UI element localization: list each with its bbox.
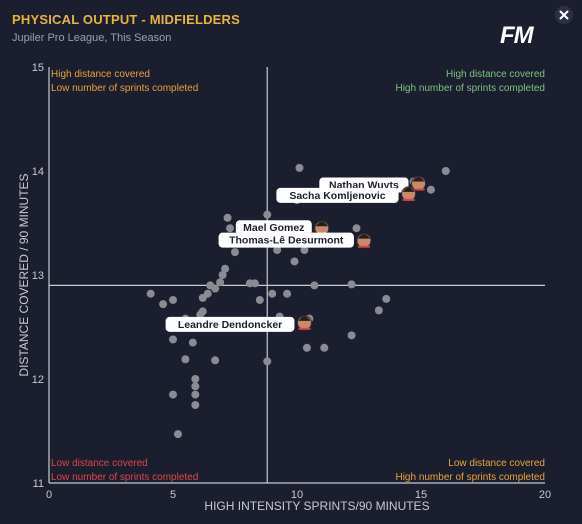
- data-point-49: [191, 382, 200, 391]
- data-point-15: [221, 264, 230, 273]
- data-point-29: [268, 289, 277, 298]
- player-shirt-1: [402, 198, 415, 201]
- data-point-8: [226, 224, 235, 233]
- data-point-44: [211, 356, 220, 365]
- data-point-46: [302, 343, 311, 352]
- data-point-47: [320, 343, 329, 352]
- quadrant-label-top-right-1: High number of sprints completed: [395, 83, 545, 94]
- data-point-5: [223, 213, 232, 222]
- data-point-11: [273, 246, 282, 255]
- x-axis-label: HIGH INTENSITY SPRINTS/90 MINUTES: [204, 499, 429, 513]
- data-point-31: [283, 289, 292, 298]
- close-icon: [559, 10, 569, 20]
- y-tick-label-3: 14: [32, 166, 44, 178]
- player-label-bg-4: [165, 316, 295, 332]
- player-shirt-3: [357, 245, 370, 248]
- data-point-14: [290, 257, 299, 266]
- data-point-36: [196, 310, 205, 319]
- data-point-43: [181, 355, 190, 364]
- player-shirt-0: [412, 188, 425, 191]
- close-button[interactable]: [555, 6, 573, 24]
- data-point-25: [169, 295, 177, 304]
- data-point-33: [382, 294, 391, 303]
- player-hair-3: [357, 234, 370, 239]
- data-point-0: [295, 163, 304, 172]
- y-tick-label-0: 11: [33, 478, 44, 490]
- player-hair-4: [298, 316, 311, 321]
- player-hair-0: [412, 176, 425, 182]
- y-tick-label-2: 13: [32, 270, 44, 282]
- x-tick-label-0: 0: [46, 489, 52, 501]
- quadrant-label-bottom-left-1: Low number of sprints completed: [51, 472, 198, 483]
- data-point-26: [159, 300, 168, 309]
- data-point-50: [191, 390, 200, 399]
- player-label-bg-2: [235, 220, 312, 236]
- data-point-28: [198, 293, 207, 302]
- y-tick-label-1: 12: [32, 374, 44, 386]
- x-tick-label-4: 20: [539, 489, 551, 501]
- fm-logo: FM: [500, 22, 534, 49]
- data-point-17: [216, 278, 225, 287]
- data-point-19: [250, 279, 259, 288]
- data-point-23: [347, 280, 356, 289]
- data-point-30: [255, 295, 264, 304]
- data-point-37: [169, 335, 177, 344]
- y-tick-label-4: 15: [32, 62, 44, 74]
- data-point-45: [263, 357, 272, 366]
- quadrant-label-bottom-left-0: Low distance covered: [51, 458, 148, 469]
- data-point-34: [374, 306, 383, 315]
- page-title: PHYSICAL OUTPUT - MIDFIELDERS: [12, 12, 241, 27]
- data-point-40: [347, 331, 356, 340]
- data-point-51: [169, 390, 177, 399]
- player-hair-2: [315, 221, 328, 227]
- quadrant-label-top-left-0: High distance covered: [51, 69, 150, 80]
- player-label-2: Mael Gomez: [243, 222, 304, 234]
- player-label-4: Leandre Dendoncker: [178, 319, 282, 331]
- quadrant-label-bottom-right-1: High number of sprints completed: [395, 472, 545, 483]
- player-label-bg-3: [218, 232, 354, 248]
- data-point-1: [441, 167, 450, 175]
- player-label-bg-1: [276, 187, 399, 203]
- data-point-42: [188, 338, 197, 347]
- player-hair-1: [402, 187, 415, 192]
- quadrant-label-top-left-1: Low number of sprints completed: [51, 83, 198, 94]
- data-point-22: [310, 281, 319, 290]
- data-point-53: [173, 430, 182, 439]
- data-point-24: [146, 289, 155, 298]
- data-point-52: [191, 401, 200, 409]
- x-tick-label-2: 10: [291, 489, 303, 501]
- data-point-21: [211, 284, 220, 293]
- data-point-6: [263, 210, 272, 219]
- x-tick-label-3: 15: [415, 489, 427, 501]
- y-axis-label: DISTANCE COVERED / 90 MINUTES: [17, 173, 31, 376]
- player-shirt-4: [298, 327, 311, 330]
- page-subtitle: Jupiler Pro League, This Season: [12, 32, 172, 44]
- data-point-13: [231, 248, 239, 257]
- data-point-48: [191, 375, 200, 383]
- data-point-7: [352, 224, 361, 233]
- quadrant-label-top-right-0: High distance covered: [446, 69, 545, 80]
- player-label-1: Sacha Komljenovic: [289, 190, 385, 202]
- quadrant-label-bottom-right-0: Low distance covered: [448, 458, 545, 469]
- x-tick-label-1: 5: [170, 489, 176, 501]
- player-label-3: Thomas-Lê Desurmont: [229, 235, 344, 247]
- data-point-16: [218, 271, 227, 279]
- data-point-2: [426, 185, 435, 194]
- data-point-12: [300, 246, 309, 255]
